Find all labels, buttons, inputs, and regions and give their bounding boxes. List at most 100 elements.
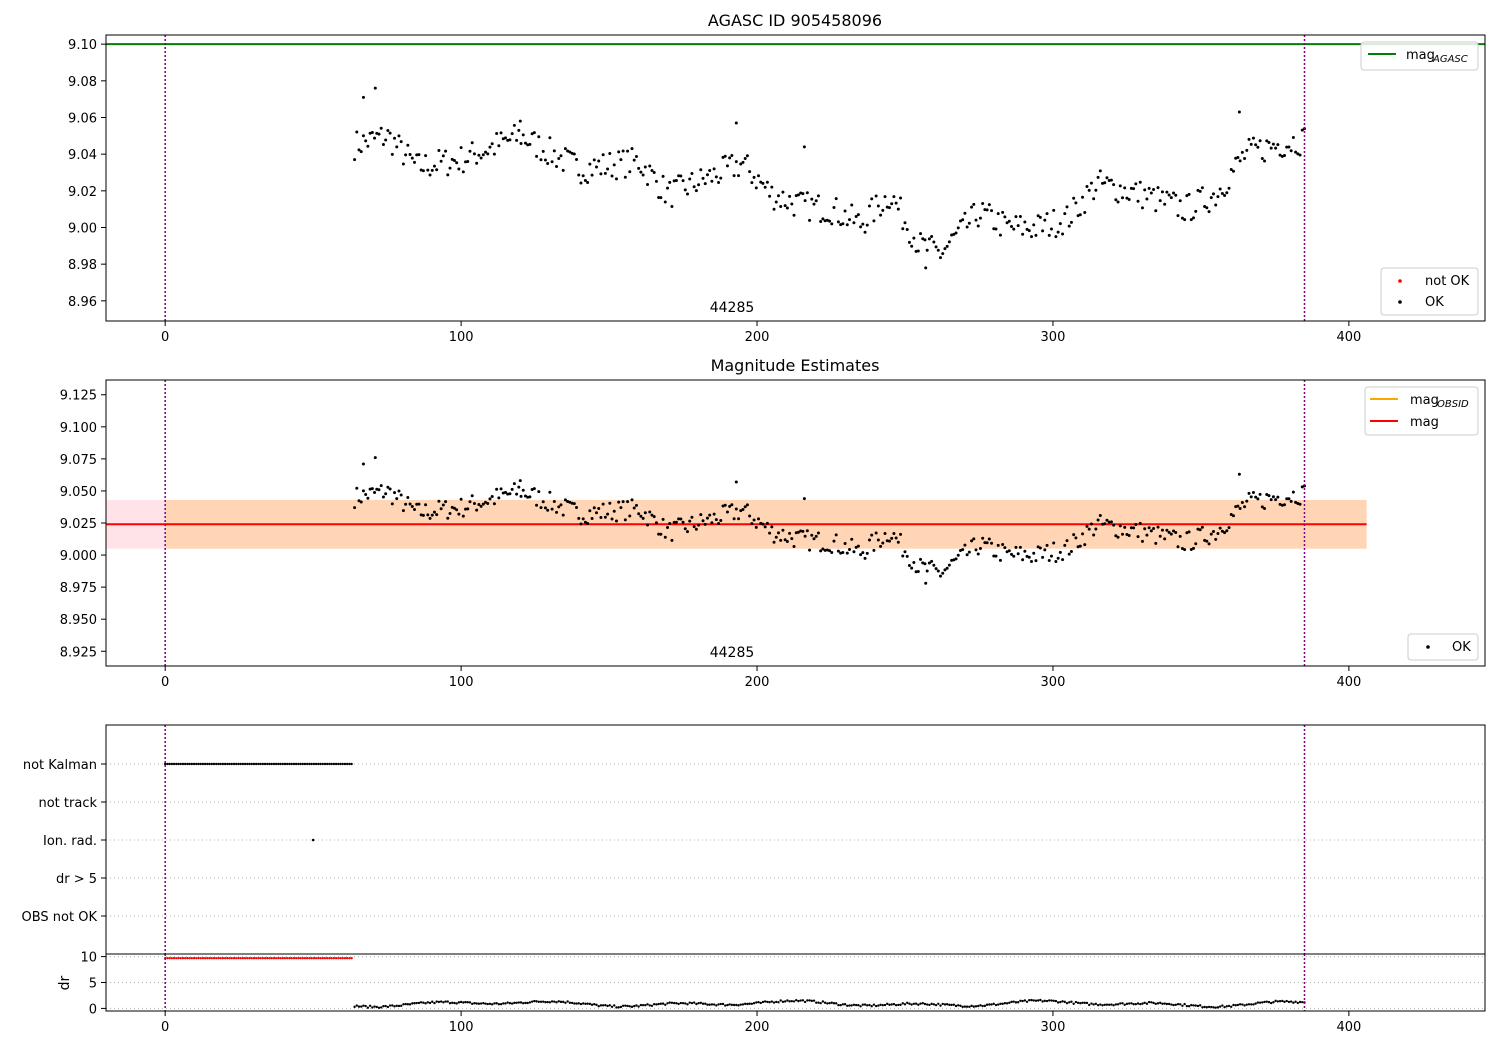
data-point xyxy=(1034,559,1038,563)
dr-point xyxy=(493,1002,496,1005)
data-point xyxy=(990,209,994,213)
dr-point xyxy=(666,1002,669,1005)
flag-point xyxy=(345,762,349,766)
dr-point xyxy=(868,1003,871,1007)
data-point xyxy=(801,192,805,196)
dr-point xyxy=(692,1001,696,1004)
data-point xyxy=(998,558,1002,562)
x-tick-label: 200 xyxy=(745,1020,770,1035)
data-point xyxy=(932,563,936,567)
data-point xyxy=(774,200,778,204)
data-point xyxy=(577,516,581,520)
dr-point xyxy=(550,1000,554,1003)
data-point xyxy=(1043,548,1047,552)
data-point xyxy=(1027,555,1031,559)
data-point xyxy=(879,213,883,217)
x-tick-label: 300 xyxy=(1041,1020,1066,1035)
data-point xyxy=(752,175,756,179)
data-point xyxy=(1185,194,1189,198)
dr-point xyxy=(945,1003,949,1006)
data-point xyxy=(1058,222,1062,226)
dr-point xyxy=(1187,1005,1191,1008)
dr-point xyxy=(1156,1002,1160,1005)
data-point xyxy=(927,561,931,565)
data-point xyxy=(1276,495,1280,499)
flag-point xyxy=(350,762,353,766)
data-point xyxy=(814,199,818,203)
data-point xyxy=(439,159,443,163)
data-point xyxy=(852,550,856,554)
dr-point xyxy=(1265,1000,1268,1003)
dr-point xyxy=(510,1002,514,1005)
panel-mag-estimates-annotation: 44285 xyxy=(710,645,755,661)
dr-point xyxy=(353,1005,356,1009)
data-point xyxy=(361,134,365,138)
data-point xyxy=(666,186,670,190)
dr-point xyxy=(559,1000,563,1004)
data-point xyxy=(646,523,650,527)
data-point xyxy=(632,158,636,162)
dr-point xyxy=(1196,1004,1200,1008)
data-point xyxy=(1160,528,1164,532)
data-point xyxy=(490,495,494,499)
data-point xyxy=(701,519,705,523)
data-point xyxy=(570,501,574,505)
data-point xyxy=(552,499,556,503)
data-point xyxy=(450,157,454,161)
data-point xyxy=(1249,495,1253,499)
dr-point xyxy=(451,1001,454,1005)
data-point xyxy=(870,197,874,201)
data-point xyxy=(781,528,785,532)
x-tick-label: 0 xyxy=(161,1020,169,1035)
data-point xyxy=(1134,182,1138,186)
dr-point xyxy=(857,1004,860,1007)
dr-point-red xyxy=(345,956,349,960)
dr-point xyxy=(697,1001,700,1005)
dr-point xyxy=(537,1000,540,1004)
dr-point xyxy=(1261,1001,1264,1004)
dr-point-red xyxy=(215,956,218,960)
dr-point xyxy=(1258,1001,1262,1004)
data-point xyxy=(1300,128,1304,132)
data-point xyxy=(1096,175,1100,179)
data-point xyxy=(1214,203,1218,207)
data-point xyxy=(790,202,794,206)
dr-point xyxy=(726,1003,729,1007)
data-point xyxy=(535,154,539,158)
dr-point-red xyxy=(219,956,222,960)
data-point xyxy=(466,507,470,511)
data-point xyxy=(652,515,656,519)
flag-point xyxy=(246,762,249,766)
dr-point xyxy=(371,1006,374,1009)
dr-point xyxy=(539,1000,543,1004)
data-point xyxy=(1081,195,1085,199)
dr-point xyxy=(1243,1004,1246,1007)
data-point xyxy=(770,185,774,189)
data-point xyxy=(577,173,581,177)
data-point xyxy=(799,529,803,533)
data-point xyxy=(508,138,512,142)
data-point xyxy=(1098,513,1102,517)
data-point xyxy=(1163,202,1167,206)
dr-point xyxy=(590,1003,594,1006)
dr-point xyxy=(730,1003,734,1007)
data-point xyxy=(1001,542,1005,546)
data-point xyxy=(783,538,787,542)
data-point xyxy=(1120,196,1124,200)
data-point xyxy=(1094,527,1098,531)
x-tick-label: 200 xyxy=(745,675,770,690)
data-point xyxy=(903,221,907,225)
flag-point xyxy=(226,762,229,766)
dr-point xyxy=(633,1004,636,1008)
data-point xyxy=(612,163,616,167)
dr-point xyxy=(395,1004,398,1008)
data-point xyxy=(852,221,856,225)
flag-point xyxy=(312,762,316,766)
dr-point-red xyxy=(341,956,344,960)
data-point xyxy=(601,502,605,506)
data-point xyxy=(772,207,776,211)
data-point xyxy=(1285,145,1289,149)
y-tick-label: 9.04 xyxy=(68,148,97,163)
panel-mag-estimates-title: Magnitude Estimates xyxy=(711,356,880,375)
dr-point xyxy=(477,1002,481,1005)
